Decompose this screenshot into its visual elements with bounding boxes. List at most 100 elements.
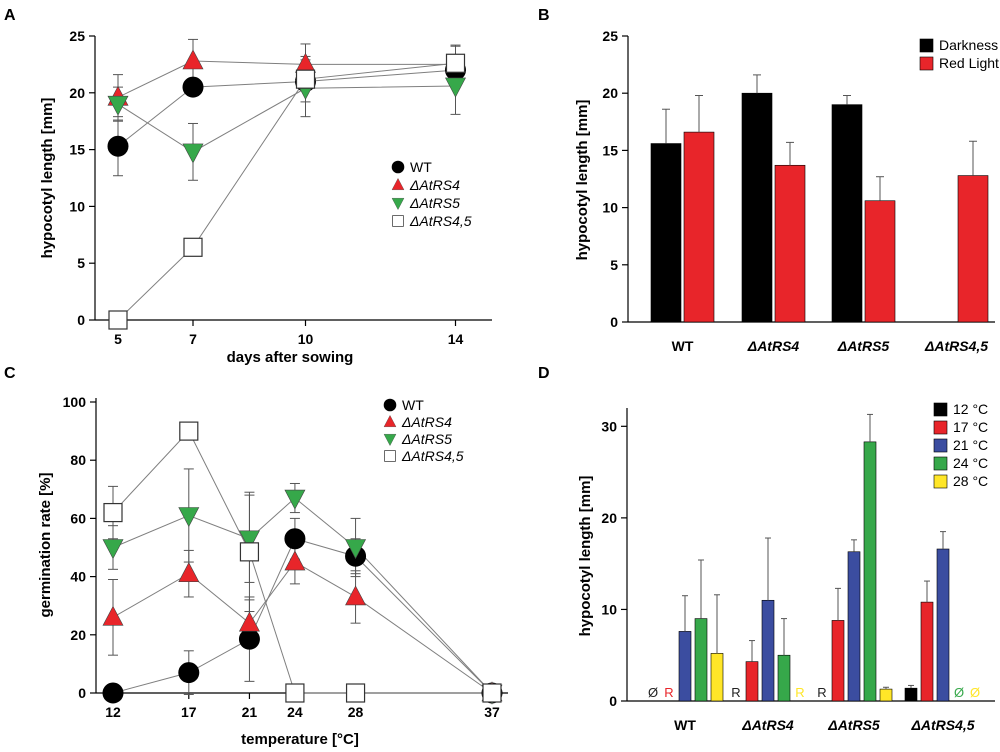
panel-a-x-title: days after sowing xyxy=(227,349,354,366)
bar xyxy=(683,131,715,323)
series-line xyxy=(117,62,456,321)
bar xyxy=(710,653,724,702)
legend-swatch xyxy=(933,438,948,453)
panel-b: B 0 5 10 15 20 25 hypocotyl length [mm] WT ΔAt… xyxy=(538,7,999,354)
panel-a-y-title: hypocotyl length [mm] xyxy=(39,98,56,259)
panel-b-y-title: hypocotyl length [mm] xyxy=(574,100,591,261)
bar xyxy=(774,164,806,323)
panel-d-legend: 12 °C 17 °C 21 °C 24 °C 28 °C xyxy=(933,401,988,489)
legend-label: Red Light xyxy=(939,55,999,71)
y-tick-label: 5 xyxy=(610,257,618,273)
data-point xyxy=(108,310,128,330)
bar xyxy=(957,175,989,323)
category-label: ΔAtRS4,5 xyxy=(910,717,974,733)
data-point xyxy=(107,135,129,157)
data-point xyxy=(182,76,204,98)
data-point xyxy=(295,52,316,73)
data-point xyxy=(284,550,306,571)
category-label: ΔAtRS4,5 xyxy=(924,338,988,354)
series-line xyxy=(117,60,456,98)
bar xyxy=(831,620,845,702)
legend-marker xyxy=(391,198,405,210)
legend-swatch xyxy=(933,420,948,435)
y-tick-label: 25 xyxy=(69,28,85,44)
legend-marker xyxy=(384,450,396,462)
legend-marker xyxy=(383,398,397,412)
y-tick-label: 80 xyxy=(70,452,86,468)
y-tick-label: 5 xyxy=(77,255,85,271)
panel-b-legend: Darkness Red Light xyxy=(919,37,999,71)
legend-label: Darkness xyxy=(939,37,998,53)
legend-label: ΔAtRS4 xyxy=(409,177,460,193)
y-tick-label: 100 xyxy=(63,394,87,410)
series-line xyxy=(112,538,493,694)
legend-swatch xyxy=(933,474,948,489)
x-tick-label: 37 xyxy=(484,704,500,720)
data-point xyxy=(182,143,204,164)
data-point xyxy=(178,507,200,528)
data-point xyxy=(238,611,260,632)
y-tick-label: 0 xyxy=(610,314,618,330)
bar xyxy=(678,631,692,702)
panel-letter-d: D xyxy=(538,365,550,382)
data-point xyxy=(239,542,260,562)
bar xyxy=(761,599,775,702)
data-point xyxy=(102,539,124,560)
data-point xyxy=(179,421,199,441)
legend-swatch xyxy=(919,38,934,53)
bar xyxy=(920,601,934,702)
bar-annotation: Ø xyxy=(648,685,658,700)
data-point xyxy=(345,683,366,703)
category-label: ΔAtRS4 xyxy=(741,717,794,733)
panel-c: C 0 20 40 60 80 100 12 17 21 24 28 37 germination … xyxy=(4,365,508,748)
legend-label: WT xyxy=(402,397,424,413)
data-point xyxy=(238,628,260,650)
category-label: ΔAtRS5 xyxy=(837,338,890,354)
data-point xyxy=(103,502,123,523)
category-label: WT xyxy=(672,338,694,354)
bar xyxy=(864,200,896,323)
bar-annotation: R xyxy=(817,685,826,700)
bar xyxy=(904,687,918,702)
panel-letter-a: A xyxy=(4,7,16,24)
data-point xyxy=(178,662,200,684)
y-tick-label: 20 xyxy=(602,85,618,101)
legend-label: ΔAtRS4,5 xyxy=(409,213,472,229)
y-tick-label: 0 xyxy=(609,693,617,709)
y-tick-label: 0 xyxy=(78,685,86,701)
y-tick-label: 60 xyxy=(70,510,86,526)
legend-label: ΔAtRS5 xyxy=(409,195,460,211)
legend-swatch xyxy=(919,56,934,71)
x-tick-label: 10 xyxy=(298,331,314,347)
bar xyxy=(936,548,950,702)
panel-c-x-title: temperature [°C] xyxy=(241,731,359,748)
data-point xyxy=(345,539,367,560)
data-point xyxy=(284,489,306,510)
data-point xyxy=(284,528,306,550)
series-line xyxy=(117,85,456,153)
bar-annotation: Ø xyxy=(970,685,980,700)
panel-letter-c: C xyxy=(4,365,16,382)
data-point xyxy=(182,49,204,70)
y-tick-label: 15 xyxy=(602,142,618,158)
y-tick-label: 25 xyxy=(602,28,618,44)
panel-a: A 0 5 10 15 20 25 5 7 10 14 hypocotyl length [mm… xyxy=(4,7,492,366)
x-tick-label: 28 xyxy=(348,704,364,720)
data-point xyxy=(183,237,203,257)
category-label: ΔAtRS4 xyxy=(747,338,800,354)
bar xyxy=(745,661,759,702)
bar xyxy=(831,104,863,323)
bar xyxy=(694,618,708,702)
panel-letter-b: B xyxy=(538,7,550,24)
y-tick-label: 10 xyxy=(602,200,618,216)
series-line xyxy=(112,497,493,694)
legend-label: 21 °C xyxy=(953,437,988,453)
bar-annotation: R xyxy=(664,685,673,700)
legend-label: WT xyxy=(410,159,432,175)
legend-label: ΔAtRS5 xyxy=(401,431,452,447)
legend-marker xyxy=(383,434,397,446)
bar xyxy=(847,551,861,702)
bar xyxy=(777,654,791,702)
